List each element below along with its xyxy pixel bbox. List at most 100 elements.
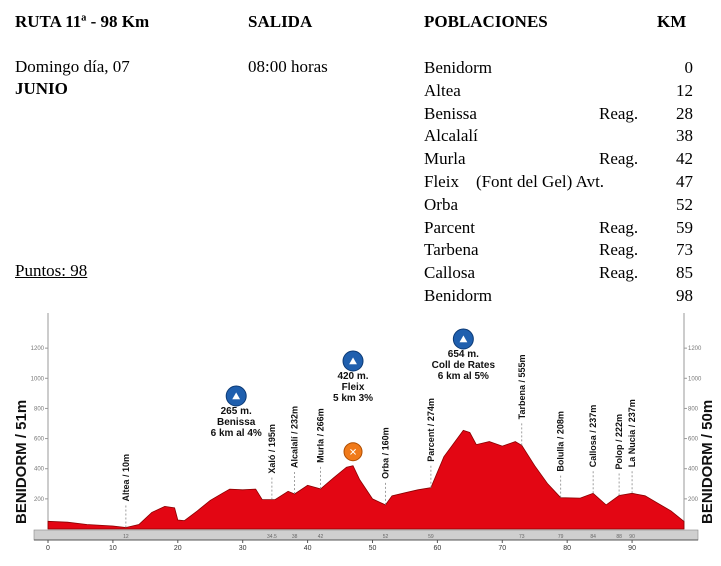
food-stop-glyph: ✕ (349, 448, 357, 459)
town-row: Tarbena Reag. 73 (0, 238, 721, 261)
waypoint-label: Parcent / 274m (426, 398, 436, 462)
regroup-note: Reag. (599, 263, 639, 283)
climb-label: Benissa (217, 417, 256, 428)
waypoint-label: Murla / 266m (316, 408, 326, 463)
climb-icon (225, 385, 247, 407)
town-row: Benidorm 98 (0, 284, 721, 307)
x-tick-label: 0 (46, 545, 50, 552)
y-tick-label: 1000 (31, 376, 45, 382)
x-tick-label: 90 (628, 545, 636, 552)
town-km: 0 (684, 58, 694, 77)
km-strip (33, 529, 699, 541)
start-heading: SALIDA (248, 12, 313, 31)
y-tick-label: 200 (34, 497, 45, 503)
town-row: Fleix (Font del Gel) Avt. 47 (0, 170, 721, 193)
waypoint-km: 84 (590, 534, 596, 540)
end-label: BENIDORM / 50m (699, 400, 716, 524)
climb-label: 420 m. (337, 371, 368, 382)
climb-label: Coll de Rates (432, 360, 496, 371)
x-tick-label: 60 (433, 545, 441, 552)
town-row: Murla Reag. 42 (0, 147, 721, 170)
town-km: 85 (676, 263, 693, 283)
town-row: Benissa Reag. 28 (0, 102, 721, 125)
regroup-note: Reag. (599, 103, 639, 123)
x-tick-label: 30 (239, 545, 247, 552)
town-name: Fleix (Font del Gel) Avt. (424, 172, 605, 191)
waypoint-km: 59 (428, 534, 434, 540)
town-name: Callosa (424, 263, 475, 283)
y-tick-label: 200 (688, 497, 699, 503)
y-tick-label: 600 (688, 437, 699, 443)
town-km: 42 (676, 149, 693, 169)
regroup-note: Reag. (599, 149, 639, 169)
town-name: Parcent (424, 217, 475, 237)
climb-label: Fleix (342, 382, 365, 393)
x-tick-label: 40 (304, 545, 312, 552)
waypoint-km: 73 (519, 534, 525, 540)
climb-icon-glyph: ⛰ (231, 391, 240, 401)
town-row: Benidorm 0 (0, 56, 721, 79)
waypoint-label: Polop / 222m (614, 414, 624, 470)
climb-icon-glyph: ⛰ (459, 334, 468, 344)
town-name: Benidorm (424, 58, 492, 77)
town-row: Orba 52 (0, 193, 721, 216)
km-heading: KM (657, 12, 687, 31)
waypoint-km: 90 (629, 534, 635, 540)
town-name: Altea (424, 80, 461, 100)
town-row: Parcent Reag. 59 (0, 216, 721, 239)
waypoint-label: Alcalalí / 232m (290, 406, 300, 468)
waypoint-label: Callosa / 237m (588, 405, 598, 468)
waypoint-label: Tarbena / 555m (517, 354, 527, 419)
climb-label: 5 km 3% (333, 393, 373, 404)
start-time: 08:00 horas (248, 57, 328, 76)
climb-label: 6 km al 5% (438, 371, 489, 382)
elevation-area (47, 429, 685, 530)
waypoint-km: 12 (123, 534, 129, 540)
town-name: Murla (424, 149, 466, 169)
town-km: 59 (676, 217, 693, 237)
climb-label: 654 m. (448, 349, 479, 360)
waypoint-km: 79 (558, 534, 564, 540)
y-tick-label: 1200 (31, 346, 45, 352)
route-title: RUTA 11ª - 98 Km (15, 12, 150, 31)
x-tick-label: 80 (563, 545, 571, 552)
date-line: Domingo día, 07 (15, 57, 130, 76)
waypoint-km: 34.5 (267, 534, 277, 540)
town-name: Alcalalí (424, 126, 478, 146)
waypoint-label: Bolulla / 208m (556, 411, 566, 472)
waypoint-km: 88 (616, 534, 622, 540)
regroup-note: Reag. (599, 240, 639, 260)
town-km: 52 (676, 194, 693, 214)
waypoint-label: Orba / 160m (380, 427, 390, 479)
town-km: 28 (676, 103, 693, 123)
points-label: Puntos: 98 (15, 261, 88, 280)
waypoint-km: 38 (292, 534, 298, 540)
x-tick-label: 70 (498, 545, 506, 552)
town-row: Altea 12 (0, 79, 721, 102)
waypoint-km: 52 (383, 534, 389, 540)
town-km: 73 (676, 240, 693, 260)
y-tick-label: 1200 (688, 346, 702, 352)
town-km: 12 (676, 80, 693, 100)
y-tick-label: 400 (34, 467, 45, 473)
x-tick-label: 20 (174, 545, 182, 552)
town-km: 47 (676, 172, 693, 191)
town-name: Tarbena (424, 240, 479, 260)
y-tick-label: 600 (34, 437, 45, 443)
start-label: BENIDORM / 51m (13, 400, 30, 524)
date-month: JUNIO (15, 79, 68, 98)
climb-icon (342, 350, 364, 372)
climb-icon (452, 328, 474, 350)
x-tick-label: 10 (109, 545, 117, 552)
town-name: Benidorm (424, 286, 492, 305)
town-row: Callosa Reag. 85 (0, 261, 721, 284)
y-tick-label: 1000 (688, 376, 702, 382)
regroup-note: Reag. (599, 217, 639, 237)
food-stop-icon (343, 442, 363, 462)
y-tick-label: 800 (688, 406, 699, 412)
waypoint-label: Xaló / 195m (267, 424, 277, 474)
climb-icon-glyph: ⛰ (348, 356, 357, 366)
towns-heading: POBLACIONES (424, 12, 548, 31)
x-tick-label: 50 (369, 545, 377, 552)
